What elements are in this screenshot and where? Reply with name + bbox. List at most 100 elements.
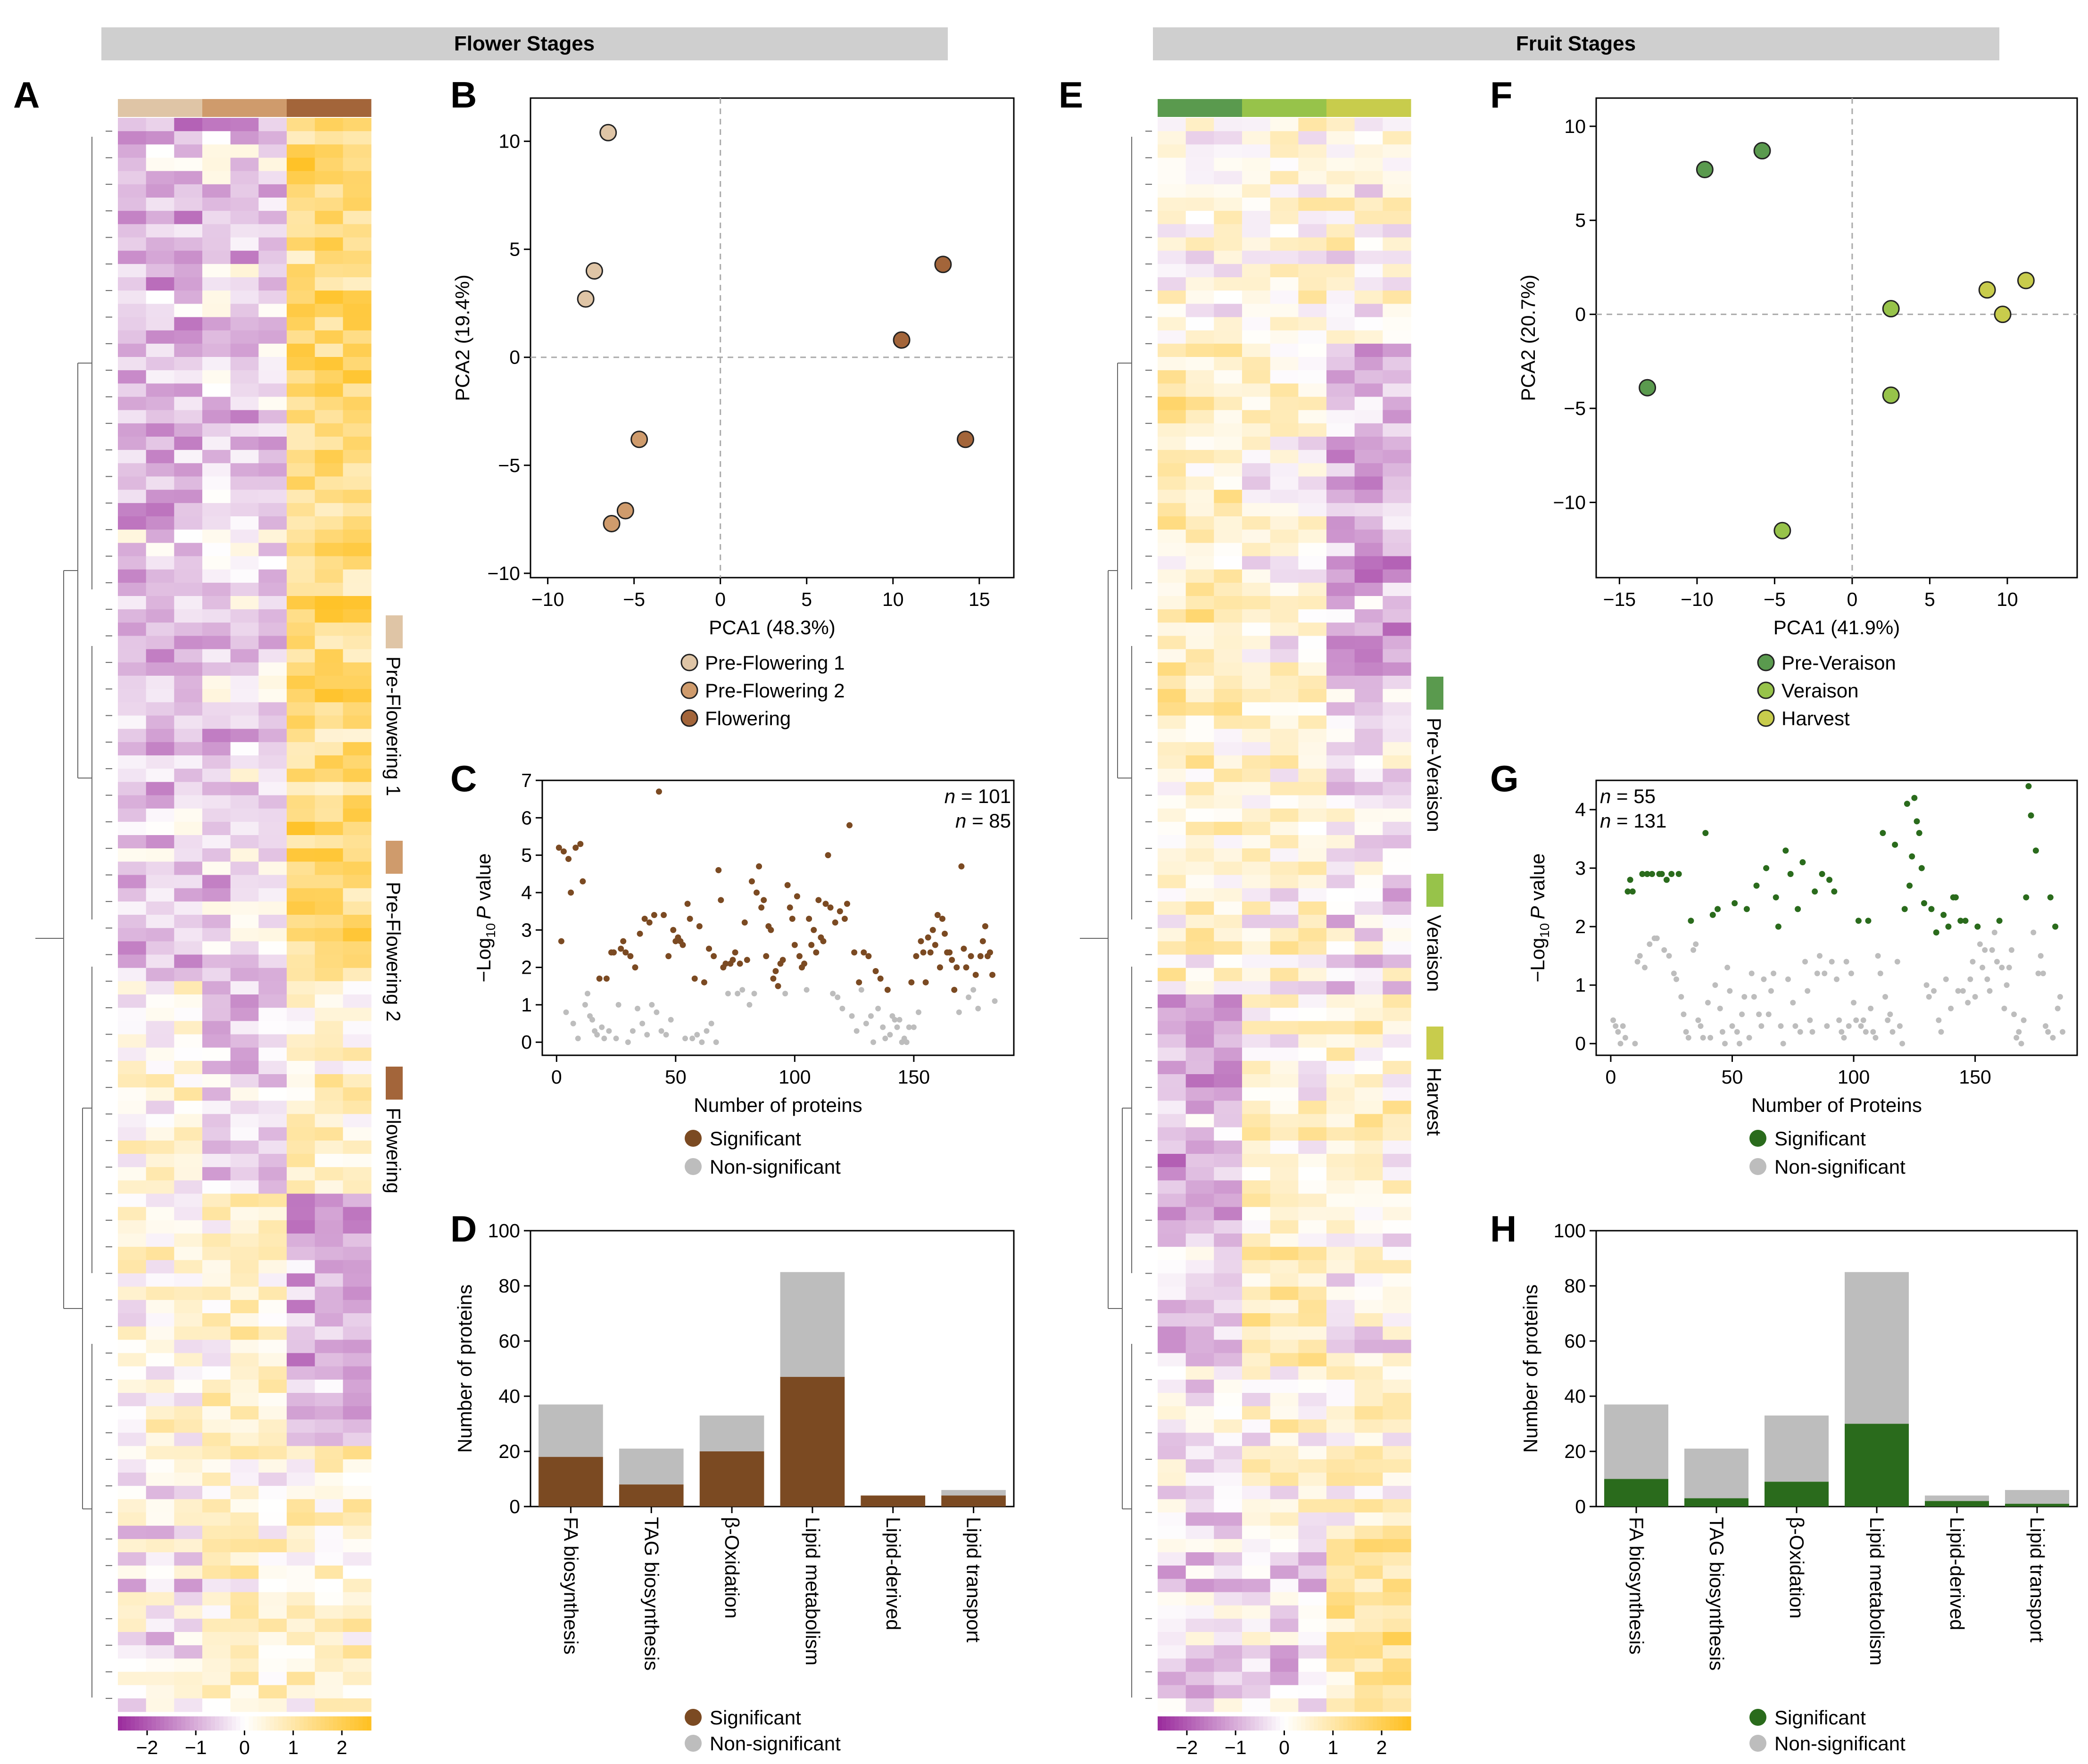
heat-cell: [1214, 211, 1243, 224]
heat-cell: [1214, 317, 1243, 331]
heat-cell: [258, 1406, 287, 1420]
heat-cell: [1326, 1167, 1355, 1181]
heat-cell: [230, 582, 259, 596]
heat-cell: [202, 1446, 231, 1460]
heat-cell: [1214, 968, 1243, 982]
heat-cell: [1298, 636, 1327, 650]
significant-point: [837, 908, 843, 915]
heat-cell: [1298, 1459, 1327, 1473]
significant-point: [1743, 906, 1750, 912]
legend-f: Pre-Veraison Veraison Harvest: [1757, 652, 1896, 729]
heat-cell: [230, 1353, 259, 1367]
heat-cell: [1326, 981, 1355, 995]
heat-cell: [146, 729, 174, 743]
heat-cell: [343, 596, 372, 610]
heat-cell: [1214, 157, 1243, 172]
heat-cell: [202, 317, 231, 331]
heat-cell: [1298, 968, 1327, 982]
heat-cell: [146, 543, 174, 557]
heat-cell: [202, 954, 231, 969]
heat-cell: [258, 1366, 287, 1380]
nonsignificant-point: [1620, 1023, 1626, 1029]
heat-cell: [1354, 463, 1383, 477]
heat-cell: [1270, 1632, 1299, 1646]
nonsignificant-point: [2021, 1017, 2027, 1023]
heat-cell: [258, 423, 287, 437]
heat-cell: [1270, 290, 1299, 304]
nonsignificant-point: [694, 1032, 700, 1038]
heat-cell: [1158, 1193, 1186, 1208]
bar-nonsignificant: [1845, 1272, 1909, 1424]
heat-cell: [1214, 1154, 1243, 1168]
heat-cell: [343, 941, 372, 955]
heat-cell: [1270, 1008, 1299, 1021]
heat-cell: [1270, 1353, 1299, 1367]
heat-cell: [1354, 1008, 1383, 1021]
heat-cell: [1242, 343, 1271, 357]
heat-cell: [1242, 1220, 1271, 1234]
heat-cell: [1298, 1047, 1327, 1061]
heat-cell: [287, 1326, 315, 1340]
heat-cell: [118, 264, 147, 278]
heat-cell: [1185, 357, 1214, 371]
nonsignificant-point: [1923, 982, 1930, 988]
heat-cell: [287, 1433, 315, 1447]
heat-cell: [1326, 1419, 1355, 1433]
heat-cell: [174, 543, 203, 557]
heat-cell: [1326, 1340, 1355, 1354]
heat-cell: [343, 1234, 372, 1247]
heat-cell: [1158, 423, 1186, 437]
nonsignificant-point: [2040, 970, 2046, 977]
nonsignificant-point: [1846, 1023, 1852, 1029]
heat-cell: [146, 1021, 174, 1035]
heat-cell: [287, 224, 315, 238]
heat-cell: [1383, 1074, 1411, 1088]
significant-point: [1952, 894, 1959, 901]
heat-cell: [315, 1087, 343, 1101]
heat-cell: [1354, 1234, 1383, 1247]
heat-cell: [174, 1286, 203, 1300]
heat-cell: [287, 437, 315, 450]
heat-cell: [146, 954, 174, 969]
heat-cell: [230, 1632, 259, 1646]
y-tick-label: 5: [1575, 209, 1586, 231]
heat-cell: [258, 1234, 287, 1247]
heat-cell: [1298, 1021, 1327, 1035]
heat-cell: [1354, 317, 1383, 331]
heat-cell: [1383, 489, 1411, 504]
nonsignificant-point: [668, 1017, 674, 1023]
heat-cell: [118, 689, 147, 703]
heat-cell: [118, 277, 147, 291]
heat-cell: [258, 1552, 287, 1566]
heat-cell: [343, 1419, 372, 1433]
heat-cell: [146, 821, 174, 836]
heat-cell: [230, 1273, 259, 1287]
heat-cell: [343, 821, 372, 836]
heat-cell: [258, 729, 287, 743]
heat-cell: [1298, 463, 1327, 477]
legend-f-label-2: Veraison: [1781, 679, 1858, 702]
heat-cell: [1214, 1286, 1243, 1300]
heat-cell: [174, 1300, 203, 1314]
heat-cell: [1242, 676, 1271, 689]
heat-cell: [1185, 569, 1214, 583]
heat-cell: [258, 530, 287, 543]
heat-cell: [315, 1393, 343, 1407]
heat-cell: [230, 1193, 259, 1208]
y-tick-label: 80: [1564, 1275, 1586, 1297]
y-tick-label: 20: [1564, 1441, 1586, 1462]
heat-cell: [258, 556, 287, 570]
heat-cell: [1242, 848, 1271, 862]
heat-cell: [1242, 489, 1271, 504]
heat-cell: [1242, 1021, 1271, 1035]
heat-cell: [230, 1393, 259, 1407]
heat-cell: [1242, 1034, 1271, 1048]
nonsignificant-point: [992, 998, 998, 1004]
heat-cell: [287, 1074, 315, 1088]
heat-cell: [1326, 277, 1355, 291]
nonsignificant-point: [699, 1039, 705, 1045]
heat-cell: [202, 1433, 231, 1447]
heat-cell: [1185, 875, 1214, 889]
significant-point: [1831, 888, 1838, 895]
colorbar-cell: [1368, 1716, 1374, 1731]
